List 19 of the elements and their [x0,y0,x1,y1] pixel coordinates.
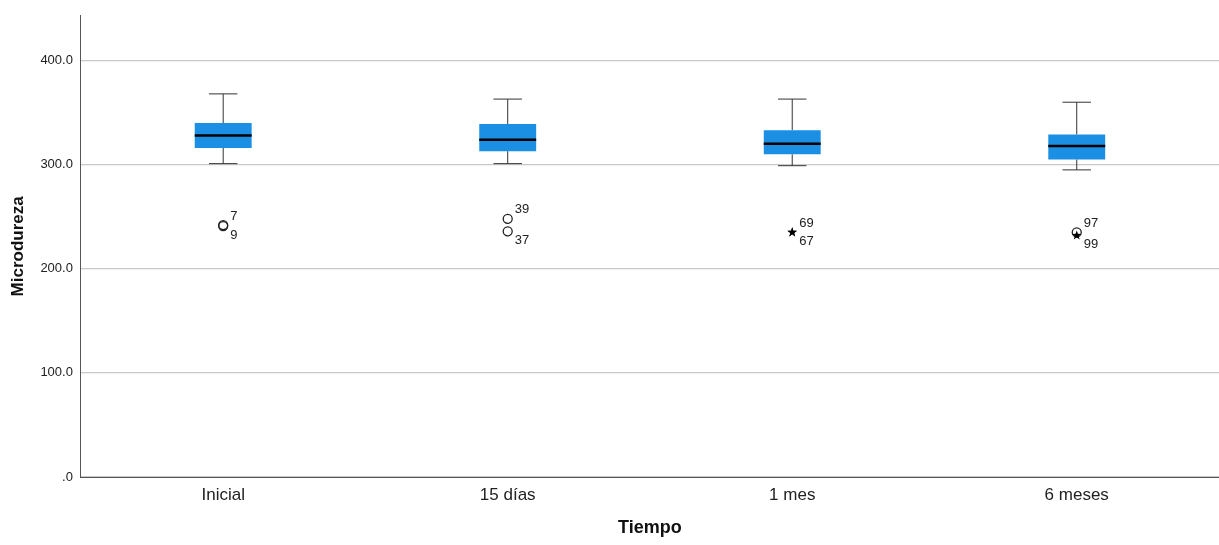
x-tick-label: 15 días [479,484,536,504]
annotation: 39 [514,201,530,217]
y-tick-label: 400.0 [40,52,73,68]
y-axis-title: Microdureza [7,195,27,297]
y-tick-label: 100.0 [40,364,73,380]
annotation: 69 [799,214,814,230]
annotation: 67 [799,232,814,248]
y-tick-label: .0 [62,468,73,484]
y-tick-label: 300.0 [40,156,73,172]
x-tick-label: Inicial [201,484,245,504]
annotation: 9 [230,226,238,242]
x-tick-label: 1 mes [769,484,816,504]
x-axis-title: Tiempo [618,517,682,538]
y-tick-label: 200.0 [40,260,73,276]
annotation: 37 [514,231,530,247]
annotation: 99 [1083,236,1099,252]
x-tick-label: 6 meses [1044,484,1109,504]
annotation: 97 [1083,214,1099,230]
annotation: 7 [230,207,238,223]
